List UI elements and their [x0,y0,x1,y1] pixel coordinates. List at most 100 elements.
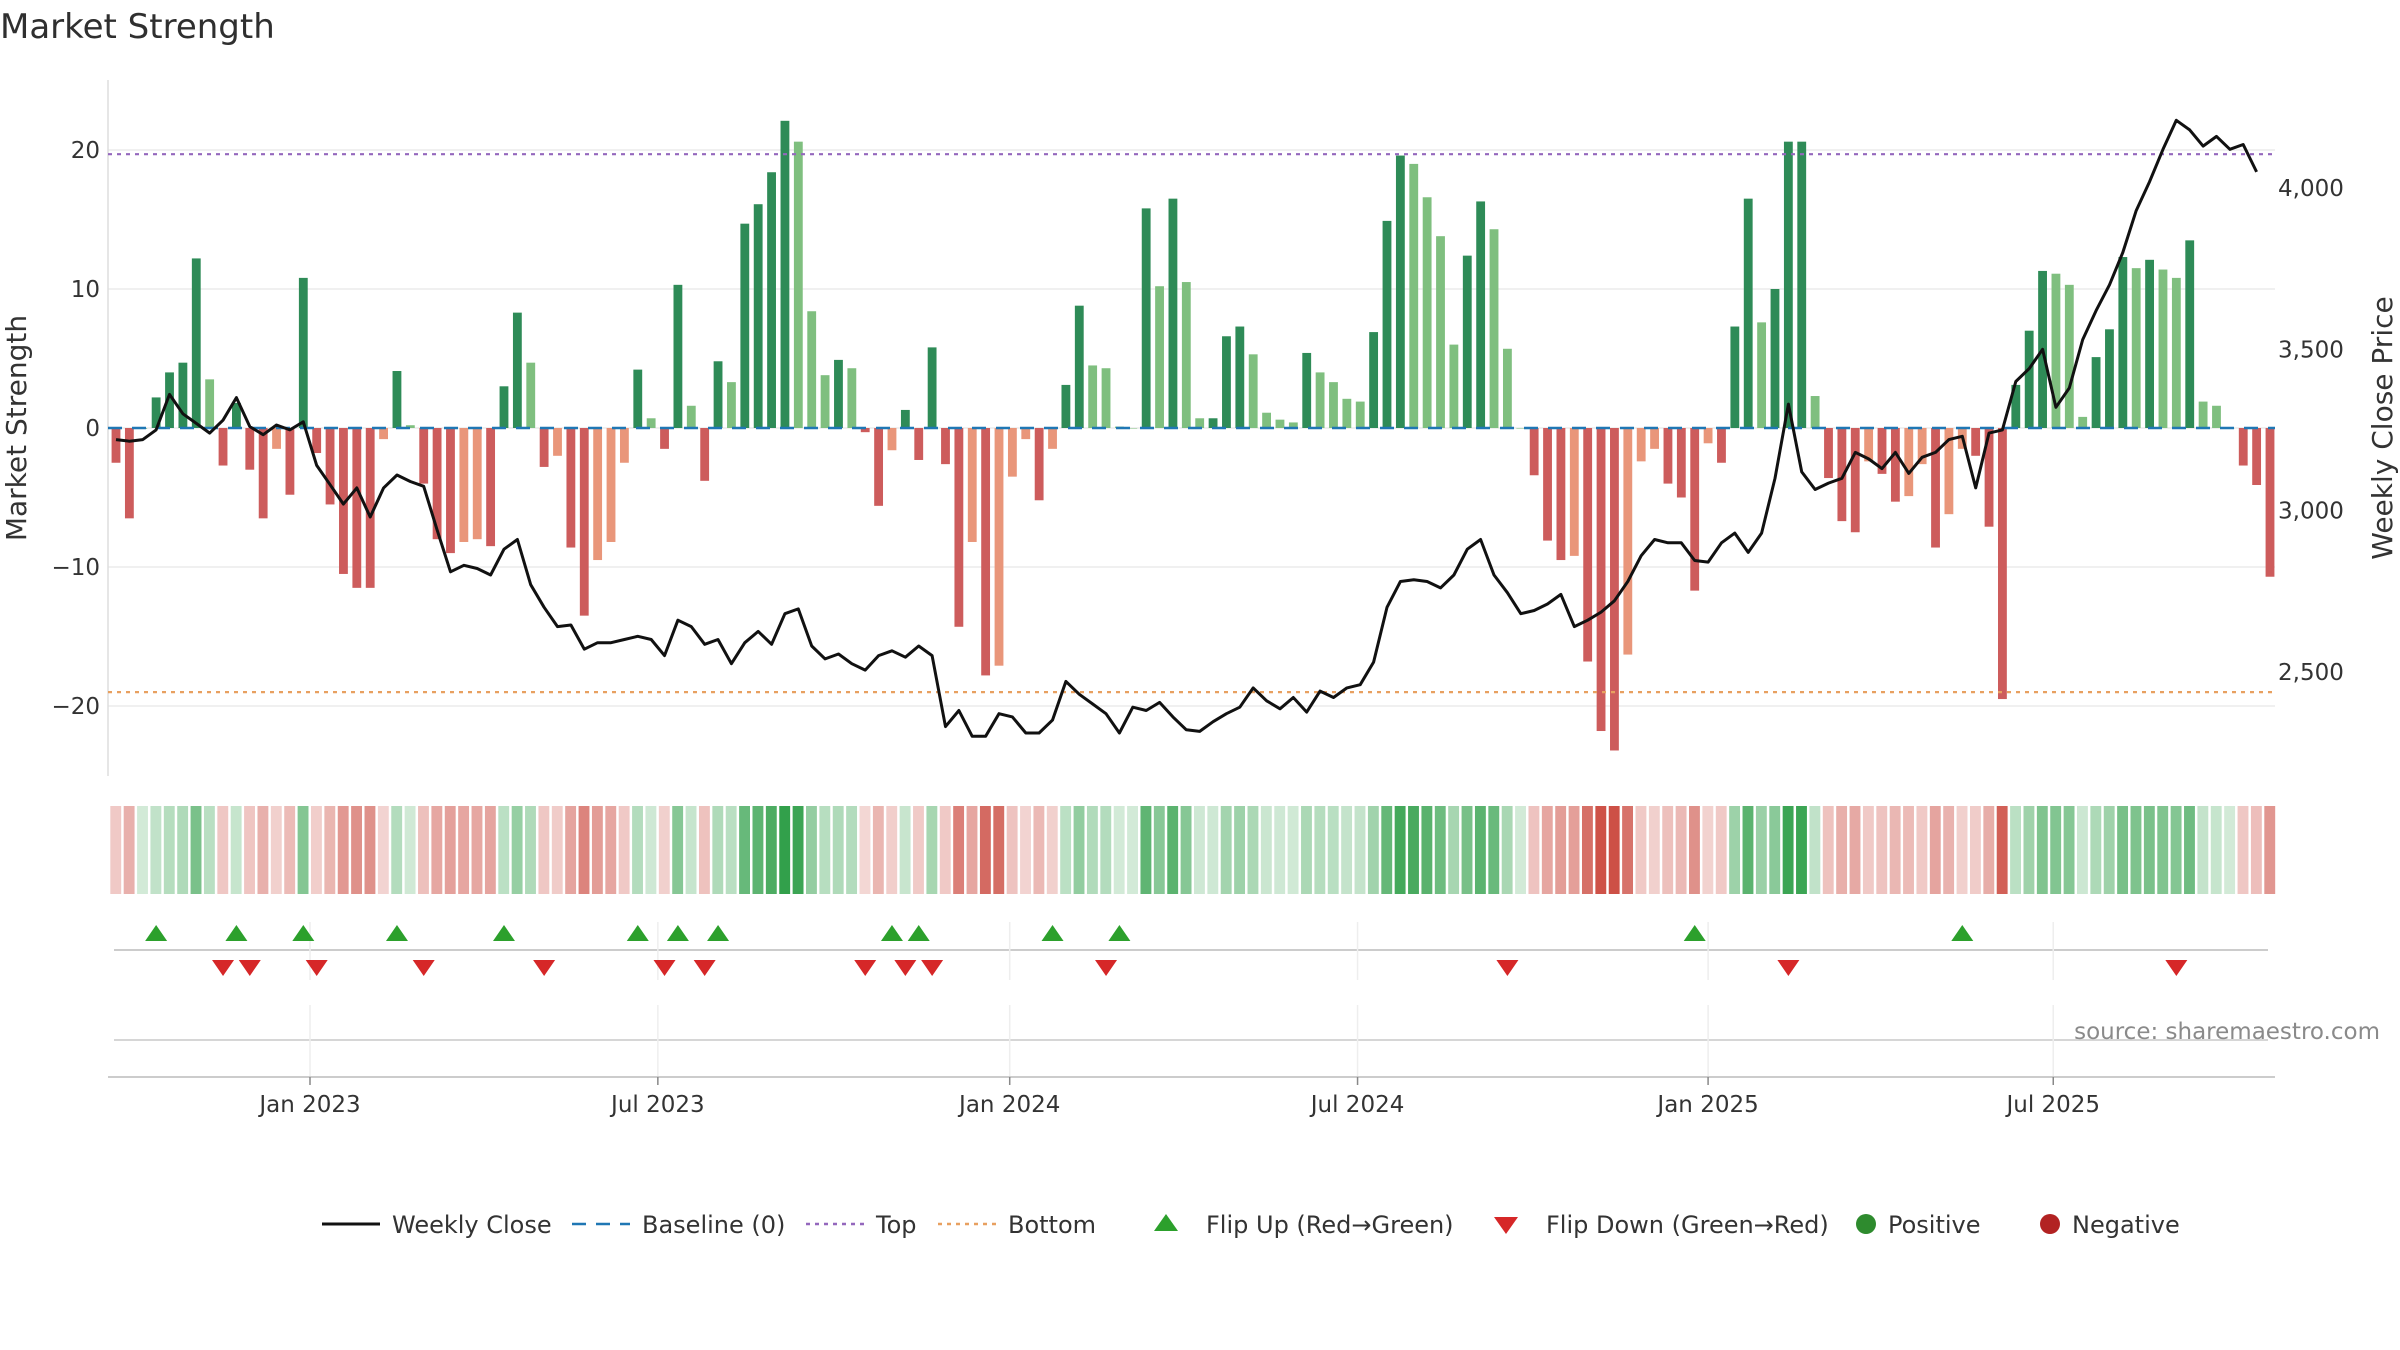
heat-cell [1595,806,1607,894]
heat-cell [618,806,630,894]
heat-cell [1194,806,1205,894]
strength-bar [1610,428,1619,751]
heat-cell [806,806,817,894]
heat-cell [1461,806,1473,894]
strength-bar [392,371,402,428]
strength-bar [151,397,161,428]
strength-bar [2078,416,2088,428]
heat-cell [404,806,416,894]
dots-panel [114,1005,2268,1077]
strength-bar [231,402,241,428]
heat-cell [2103,806,2115,894]
heat-cell [217,806,229,894]
strength-bar [727,382,736,428]
legend-flip-down: Flip Down (Green→Red) [1494,1211,1829,1239]
strength-bar [793,141,803,428]
flip-down-marker [1095,960,1118,976]
strength-bar [405,425,415,428]
x-tick-label: Jul 2025 [2004,1092,2100,1118]
heat-cell [203,806,215,894]
strength-bar [927,347,937,428]
strength-bar [566,428,576,548]
strength-bar [205,379,215,428]
strength-bar [2064,284,2074,428]
heat-cell [1836,806,1848,894]
y-tick-label: 10 [71,277,100,303]
heat-cell [1702,806,1714,894]
heat-cell [2010,806,2021,894]
heat-cell [137,806,148,894]
strength-bar [2198,401,2208,428]
strength-bar [1971,428,1981,456]
strength-bar [994,428,1004,666]
strength-bar [432,428,442,540]
heat-cell [1207,806,1219,894]
strength-bar [1181,282,1191,428]
strength-bar [579,428,589,616]
flip-up-marker [145,925,168,941]
heat-cell [2050,806,2062,894]
strength-bar [981,428,991,676]
strength-bar [941,428,950,465]
strength-bar [325,428,335,505]
heat-cell [431,806,443,894]
heat-cell [1394,806,1406,894]
strength-bar [379,428,388,440]
strength-bar [1462,255,1472,428]
flip-up-marker [385,925,408,941]
strength-bar [1717,428,1726,463]
heat-cell [1675,806,1687,894]
strength-bar [1837,428,1847,522]
strength-bar [1663,428,1673,484]
heat-cell [1086,806,1098,894]
heat-cell [792,806,804,894]
strength-bar [1395,155,1405,428]
strength-bar [1409,163,1419,428]
heat-cell [284,806,296,894]
heat-cell [1448,806,1460,894]
heat-cell [966,806,978,894]
legend-top: Top [806,1211,917,1239]
strength-bar [780,120,790,428]
strength-bar [887,428,897,451]
strength-bar [258,428,268,519]
strength-bar [312,428,322,454]
heat-cell [1033,806,1045,894]
heat-cell [1581,806,1593,894]
heat-cell [1689,806,1700,894]
heat-cell [993,806,1005,894]
strength-bar [365,428,375,588]
heat-cell [2197,806,2209,894]
strength-bar [1436,236,1445,428]
heat-cell [1515,806,1526,894]
strength-bar [2171,277,2181,428]
flip-down-marker [305,960,328,976]
strength-bar [472,428,482,540]
strength-bar [2011,384,2021,428]
strength-bar [1650,428,1659,449]
strength-bar [753,204,763,428]
legend-label: Baseline (0) [642,1211,785,1239]
heat-cell [565,806,577,894]
flip-up-marker [907,925,930,941]
strength-bar [178,362,188,428]
strength-bar [1596,428,1606,732]
heat-cell [391,806,403,894]
strength-bar [1998,428,2007,700]
heat-cell [1903,806,1914,894]
flip-up-marker [880,925,903,941]
heat-cell [351,806,363,894]
heat-cell [725,806,737,894]
strength-bar [1275,419,1285,428]
strength-bar [2091,357,2101,428]
heat-cell [1060,806,1072,894]
heat-cell [1488,806,1500,894]
strength-bar [218,428,228,466]
strength-bar [1208,418,1218,428]
heat-cell [2130,806,2142,894]
strength-bar [1556,428,1566,561]
flip-down-marker [1777,960,1800,976]
strength-bar [1382,220,1392,428]
heat-cell [672,806,684,894]
strength-bar [1636,428,1646,462]
